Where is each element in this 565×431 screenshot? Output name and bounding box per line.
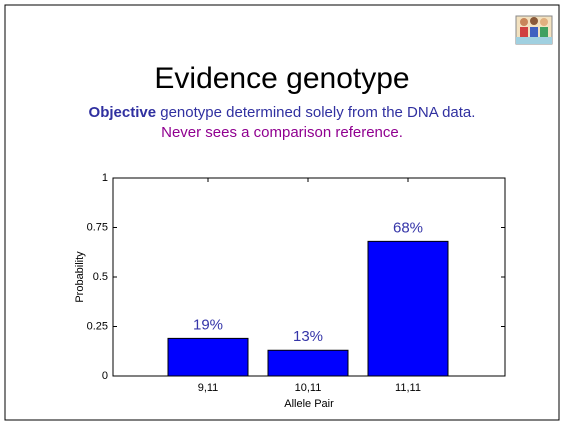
x-tick-label: 9,11 — [198, 382, 219, 394]
y-tick-label: 0.25 — [87, 320, 108, 332]
bar — [268, 350, 348, 376]
data-label: 68% — [393, 219, 423, 236]
data-label: 19% — [193, 316, 223, 333]
bar — [168, 338, 248, 376]
subtitle: Objective genotype determined solely fro… — [89, 104, 476, 121]
slide: Evidence genotype Objective genotype det… — [0, 0, 565, 426]
x-tick-label: 11,11 — [395, 382, 421, 394]
y-axis-label: Probability — [74, 251, 86, 303]
slide-title: Evidence genotype — [154, 62, 409, 95]
subtitle-bold: Objective — [89, 104, 157, 121]
clipart — [516, 16, 552, 44]
y-tick-label: 0.75 — [87, 221, 108, 233]
subtitle-note: Never sees a comparison reference. — [161, 124, 403, 141]
bar — [368, 241, 448, 376]
y-tick-label: 0 — [102, 370, 108, 382]
y-tick-label: 0.5 — [93, 271, 108, 283]
x-axis-label: Allele Pair — [284, 398, 334, 410]
x-tick-label: 10,11 — [295, 382, 322, 394]
subtitle-rest: genotype determined solely from the DNA … — [160, 104, 475, 121]
data-label: 13% — [293, 328, 323, 345]
y-tick-label: 1 — [102, 172, 108, 184]
